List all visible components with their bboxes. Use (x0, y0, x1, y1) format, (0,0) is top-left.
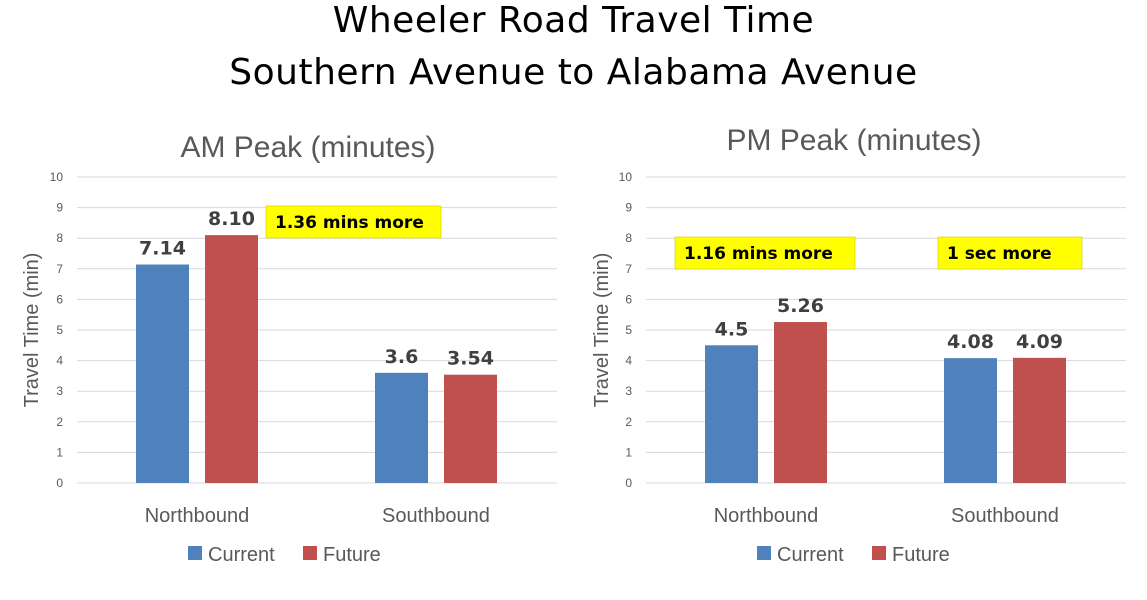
data-label: 3.54 (447, 348, 494, 370)
bar-current (944, 358, 997, 483)
y-tick-label: 9 (625, 201, 632, 215)
legend-label: Future (323, 544, 381, 566)
y-tick-label: 2 (56, 415, 63, 429)
callout-text: 1.36 mins more (275, 213, 424, 233)
y-axis-label: Travel Time (min) (21, 253, 43, 408)
category-label: Southbound (382, 505, 490, 527)
y-tick-label: 1 (56, 445, 63, 459)
y-tick-label: 4 (625, 354, 632, 368)
data-label: 8.10 (208, 208, 255, 230)
category-label: Southbound (951, 505, 1059, 527)
y-tick-label: 1 (625, 445, 632, 459)
bar-current (375, 372, 428, 483)
y-tick-label: 10 (619, 170, 633, 184)
legend-swatch-future (303, 546, 317, 560)
y-tick-label: 5 (56, 323, 63, 337)
y-tick-label: 10 (50, 170, 64, 184)
page-title-line-2: Southern Avenue to Alabama Avenue (229, 52, 918, 93)
data-label: 4.08 (947, 331, 994, 353)
y-tick-label: 9 (56, 201, 63, 215)
legend-label: Current (208, 544, 275, 566)
chart-title: AM Peak (minutes) (180, 131, 435, 164)
legend-swatch-current (757, 546, 771, 560)
y-tick-label: 3 (56, 384, 63, 398)
data-label: 4.5 (715, 318, 749, 340)
bar-current (705, 345, 758, 483)
y-tick-label: 7 (56, 262, 63, 276)
bar-future (1013, 357, 1066, 483)
legend-label: Future (892, 544, 950, 566)
category-label: Northbound (145, 505, 250, 527)
y-tick-label: 0 (625, 476, 632, 490)
callout-box (674, 236, 856, 270)
data-label: 3.6 (385, 346, 419, 368)
y-tick-label: 2 (625, 415, 632, 429)
y-tick-label: 7 (625, 262, 632, 276)
data-label: 4.09 (1016, 331, 1063, 353)
callout-text: 1 sec more (947, 244, 1052, 264)
callout-box (265, 205, 442, 239)
data-label: 5.26 (777, 295, 824, 317)
bar-future (444, 374, 497, 483)
y-axis-label: Travel Time (min) (591, 253, 613, 408)
y-tick-label: 5 (625, 323, 632, 337)
y-tick-label: 8 (56, 231, 63, 245)
y-tick-label: 8 (625, 231, 632, 245)
data-label: 7.14 (139, 238, 186, 260)
y-tick-label: 0 (56, 476, 63, 490)
callout-text: 1.16 mins more (684, 244, 833, 264)
bar-future (774, 322, 827, 483)
legend-label: Current (777, 544, 844, 566)
y-tick-label: 6 (625, 292, 632, 306)
bar-current (136, 264, 189, 483)
y-tick-label: 4 (56, 354, 63, 368)
callout-box (937, 236, 1083, 270)
y-tick-label: 6 (56, 292, 63, 306)
legend-swatch-future (872, 546, 886, 560)
chart-title: PM Peak (minutes) (726, 124, 981, 157)
page-title-line-1: Wheeler Road Travel Time (332, 0, 815, 41)
category-label: Northbound (714, 505, 819, 527)
bar-future (205, 235, 258, 483)
y-tick-label: 3 (625, 384, 632, 398)
legend-swatch-current (188, 546, 202, 560)
